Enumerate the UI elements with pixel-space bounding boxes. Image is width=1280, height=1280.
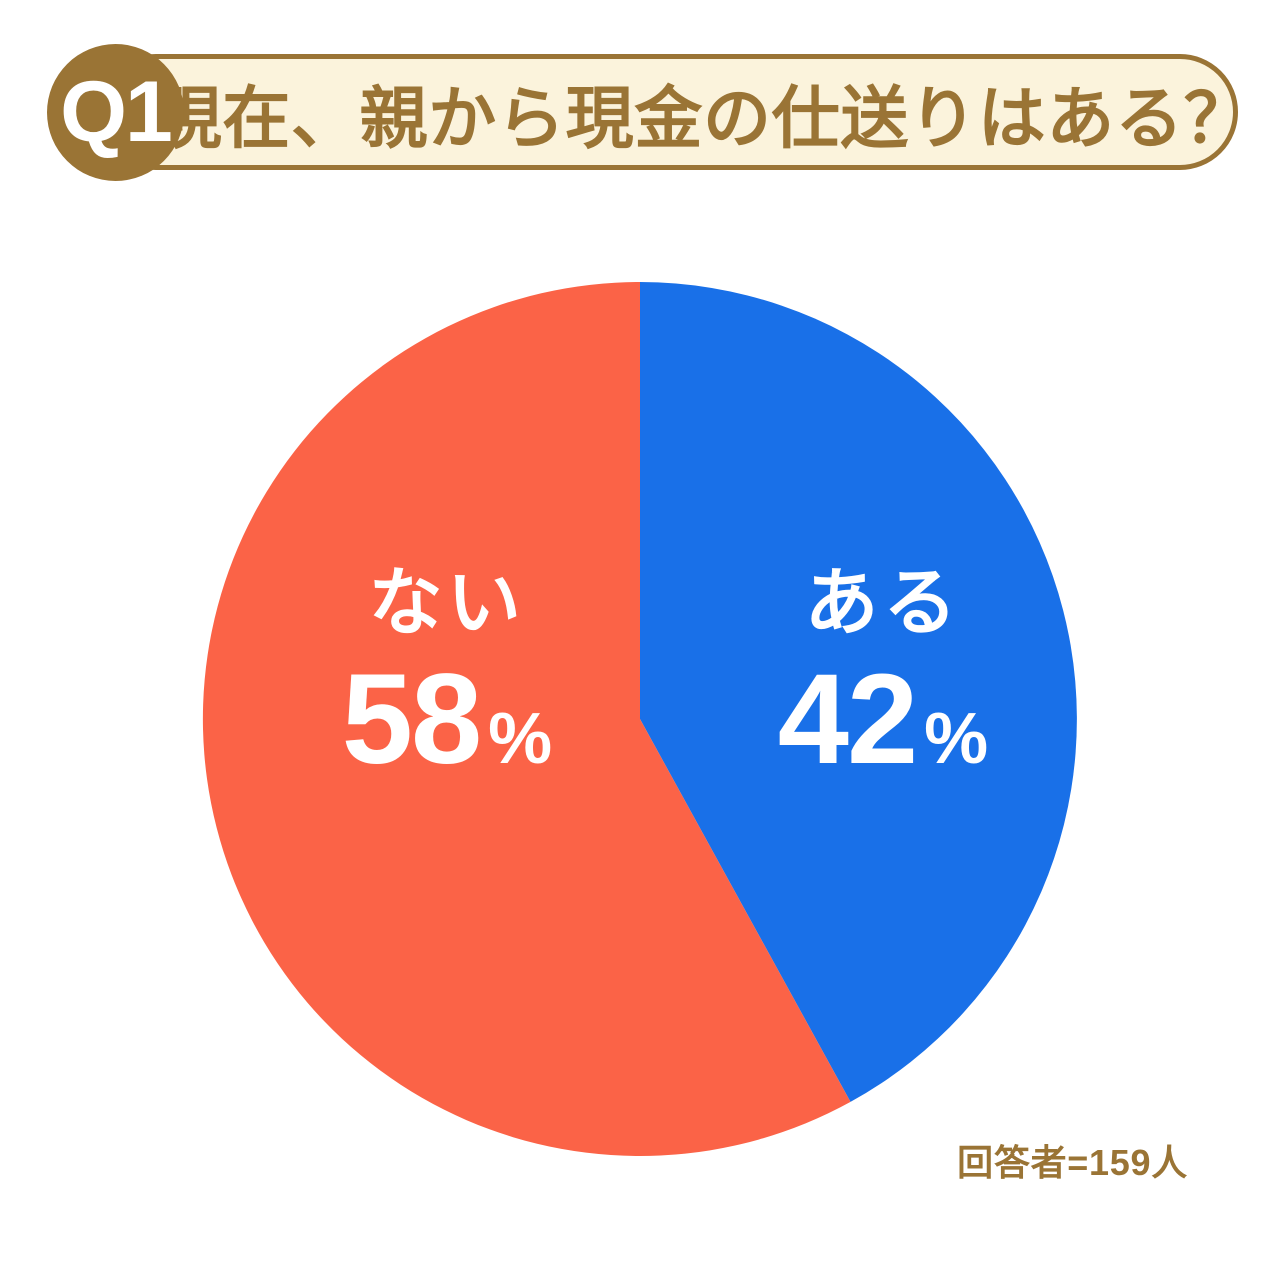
pie-slice-aru <box>640 282 1077 1102</box>
pie-label-aru-percent-sign: % <box>924 699 989 779</box>
question-number-badge: Q1 <box>47 44 184 181</box>
pie-label-nai: ない 58% <box>342 566 552 784</box>
pie-label-nai-value: 58% <box>342 656 552 784</box>
pie-label-nai-name: ない <box>368 561 526 644</box>
pie-label-aru-value: 42% <box>778 656 988 784</box>
pie-label-aru: ある 42% <box>778 566 988 784</box>
question-number-label: Q1 <box>60 64 173 160</box>
pie-slice-nai <box>202 282 851 1156</box>
pie-label-nai-percent-sign: % <box>488 699 553 779</box>
question-title: 現在、親から現金の仕送りはある？ <box>153 80 1253 157</box>
question-pill: 現在、親から現金の仕送りはある？ <box>98 54 1252 170</box>
pie-label-aru-number: 42 <box>777 648 918 791</box>
respondents-note: 回答者=159人 <box>957 1142 1188 1183</box>
pie-label-nai-number: 58 <box>341 648 482 791</box>
pie-label-aru-name: ある <box>804 561 962 644</box>
